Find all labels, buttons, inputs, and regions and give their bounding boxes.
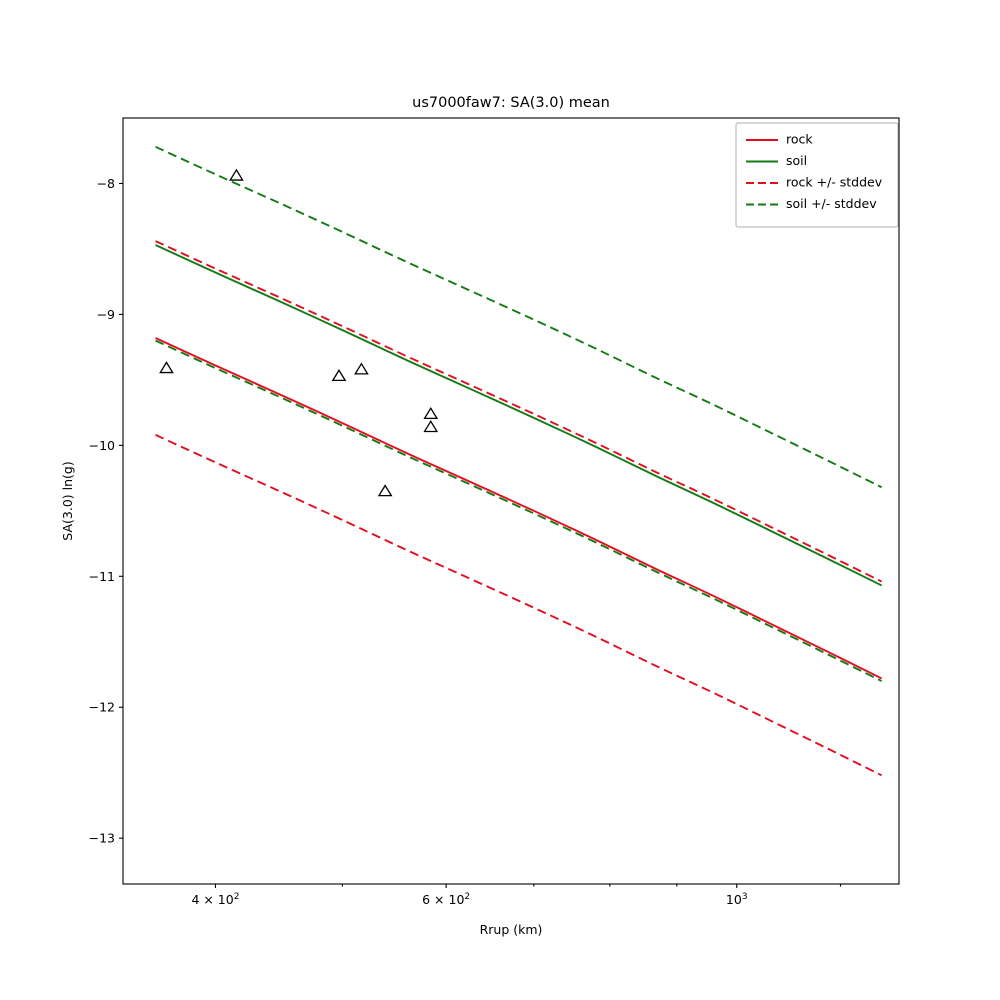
plot-frame (122, 117, 900, 885)
legend-box (735, 122, 899, 228)
y-axis-label: SA(3.0) ln(g) (60, 461, 75, 540)
series-line-soil-stddev-lower (155, 339, 883, 682)
x-tick-label: 4 × 102 (191, 892, 239, 907)
scatter-markers (159, 168, 439, 497)
scatter-marker-triangle (159, 361, 174, 374)
y-tick-label: −8 (97, 176, 115, 191)
legend-label-rock[interactable]: rock (786, 132, 813, 147)
axis-labels: Rrup (km) SA(3.0) ln(g) (60, 461, 542, 937)
series-line-soil-stddev-upper (155, 145, 883, 489)
legend-label-soil[interactable]: soil (786, 153, 807, 168)
y-tick-label: −12 (89, 700, 115, 715)
scatter-marker-triangle (377, 484, 393, 497)
scatter-marker-triangle (229, 168, 244, 181)
chart-title-group: us7000faw7: SA(3.0) mean (412, 95, 610, 111)
x-tick-label: 6 × 102 (422, 892, 470, 907)
y-tick-label: −13 (89, 831, 115, 846)
series-line-rock-stddev-upper (155, 240, 883, 583)
axis-ticks: −8 −9 −10 −11 −12 −13 4 × 102 6 × 102 103 (89, 176, 842, 907)
axes-frame (122, 117, 900, 885)
x-axis-label: Rrup (km) (480, 922, 543, 937)
series-lines (155, 145, 883, 777)
y-tick-label: −11 (89, 569, 115, 584)
scatter-marker-triangle (423, 406, 439, 420)
y-tick-label: −10 (89, 438, 115, 453)
y-tick-label: −9 (97, 307, 115, 322)
chart-title: us7000faw7: SA(3.0) mean (412, 95, 610, 111)
scatter-marker-triangle (331, 369, 347, 382)
x-tick-label: 103 (726, 892, 748, 907)
scatter-marker-triangle (423, 420, 439, 433)
series-line-rock-stddev-lower (155, 434, 883, 777)
series-line-rock (155, 337, 883, 680)
legend-label-soil-stddev[interactable]: soil +/- stddev (786, 196, 877, 211)
scatter-marker-triangle (354, 362, 369, 375)
legend-label-rock-stddev[interactable]: rock +/- stddev (786, 175, 883, 190)
legend[interactable]: rock soil rock +/- stddev soil +/- stddev (735, 122, 899, 228)
series-line-soil (155, 244, 883, 587)
